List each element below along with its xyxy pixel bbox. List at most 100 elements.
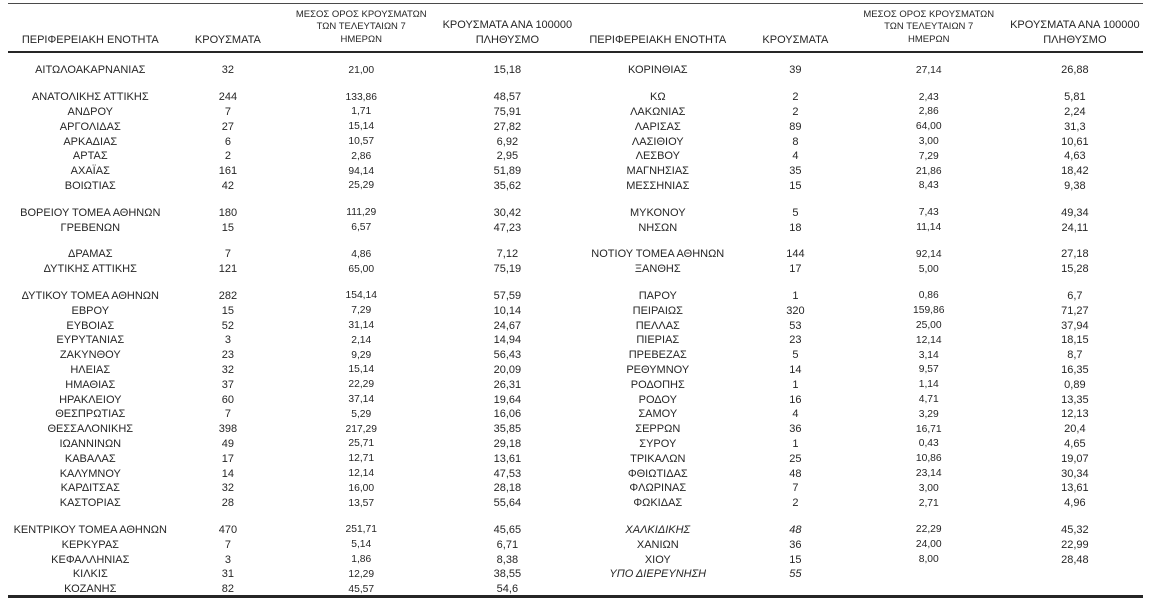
per100k-cell: 13,61 bbox=[493, 452, 522, 465]
region-cell: ΙΩΑΝΝΙΝΩΝ bbox=[59, 437, 122, 450]
table-row: ΥΠΟ ΔΙΕΡΕΥΝΗΣΗ 55 bbox=[576, 567, 1144, 582]
bottom-rule bbox=[8, 595, 1143, 598]
region-cell: ΘΕΣΠΡΩΤΙΑΣ bbox=[55, 408, 126, 421]
per100k-cell: 2,24 bbox=[1064, 105, 1086, 118]
cases-cell: 7 bbox=[224, 248, 231, 261]
per100k-cell: 24,11 bbox=[1061, 221, 1089, 234]
avg7-cell: 2,71 bbox=[918, 497, 939, 509]
cases-cell: 48 bbox=[789, 523, 802, 536]
avg7-cell: 159,86 bbox=[913, 305, 945, 317]
region-cell: ΠΙΕΡΙΑΣ bbox=[636, 334, 680, 347]
avg7-cell: 13,57 bbox=[348, 497, 375, 509]
table-row: ΧΑΝΙΩΝ 36 24,00 22,99 bbox=[576, 537, 1144, 552]
cases-cell: 7 bbox=[792, 482, 799, 495]
cases-cell: 37 bbox=[221, 378, 235, 391]
table-row: ΛΑΡΙΣΑΣ 89 64,00 31,3 bbox=[576, 119, 1144, 134]
per100k-cell: 13,35 bbox=[1061, 393, 1089, 406]
per100k-cell: 38,55 bbox=[493, 568, 522, 581]
avg7-cell: 25,29 bbox=[348, 180, 375, 192]
per100k-cell: 30,42 bbox=[493, 206, 522, 219]
region-cell: ΕΥΡΥΤΑΝΙΑΣ bbox=[56, 334, 125, 347]
cases-cell: 470 bbox=[218, 523, 238, 536]
region-cell: ΡΕΘΥΜΝΟΥ bbox=[626, 363, 690, 376]
avg7-cell: 1,71 bbox=[351, 106, 372, 118]
per100k-cell: 54,6 bbox=[496, 583, 519, 596]
region-cell: ΚΑΣΤΟΡΙΑΣ bbox=[59, 497, 121, 510]
avg7-cell: 5,14 bbox=[351, 539, 372, 551]
table-row: ΠΕΛΛΑΣ 53 25,00 37,94 bbox=[576, 318, 1144, 333]
avg7-cell: 25,00 bbox=[915, 320, 942, 332]
cases-cell: 4 bbox=[792, 150, 799, 163]
table-row: ΚΟΖΑΝΗΣ 82 45,57 54,6 bbox=[8, 582, 576, 597]
avg7-cell: 3,00 bbox=[918, 482, 939, 494]
region-cell: ΑΡΓΟΛΙΔΑΣ bbox=[59, 120, 121, 133]
column-header-per100k: ΚΡΟΥΣΜΑΤΑ ΑΝΑ 100000 ΠΛΗΘΥΣΜΟ bbox=[1010, 19, 1140, 46]
per100k-cell: 9,38 bbox=[1064, 179, 1086, 192]
table-row: ΑΙΤΩΛΟΑΚΑΡΝΑΝΙΑΣ 32 21,00 15,18 bbox=[8, 63, 576, 78]
region-cell: ΧΑΝΙΩΝ bbox=[636, 538, 679, 551]
per100k-cell: 4,96 bbox=[1064, 497, 1086, 510]
cases-cell: 8 bbox=[792, 135, 799, 148]
per100k-cell: 8,38 bbox=[496, 553, 519, 566]
avg7-cell: 6,57 bbox=[351, 222, 372, 234]
avg7-cell: 217,29 bbox=[345, 423, 378, 435]
region-cell: ΑΡΚΑΔΙΑΣ bbox=[63, 135, 118, 148]
table-row: ΔΥΤΙΚΟΥ ΤΟΜΕΑ ΑΘΗΝΩΝ 282 154,14 57,59 bbox=[8, 289, 576, 304]
per100k-cell: 19,07 bbox=[1061, 452, 1089, 465]
table-row: ΔΡΑΜΑΣ 7 4,86 7,12 bbox=[8, 247, 576, 262]
per100k-cell: 37,94 bbox=[1061, 319, 1089, 332]
table-row: ΘΕΣΣΑΛΟΝΙΚΗΣ 398 217,29 35,85 bbox=[8, 422, 576, 437]
cases-cell: 7 bbox=[224, 408, 231, 421]
cases-cell: 55 bbox=[789, 568, 802, 581]
cases-cell: 398 bbox=[218, 423, 238, 436]
region-cell: ΑΝΔΡΟΥ bbox=[67, 105, 114, 118]
per100k-cell: 18,42 bbox=[1061, 165, 1089, 178]
region-cell: ΚΕΡΚΥΡΑΣ bbox=[61, 538, 119, 551]
per100k-cell: 12,13 bbox=[1061, 408, 1089, 421]
cases-cell: 48 bbox=[789, 467, 802, 480]
table-row: ΕΥΡΥΤΑΝΙΑΣ 3 2,14 14,94 bbox=[8, 333, 576, 348]
cases-cell: 32 bbox=[221, 482, 235, 495]
region-cell: ΗΛΕΙΑΣ bbox=[70, 363, 111, 376]
region-cell: ΖΑΚΥΝΘΟΥ bbox=[59, 349, 121, 362]
top-rule bbox=[8, 3, 1143, 4]
table-row: ΧΙΟΥ 15 8,00 28,48 bbox=[576, 552, 1144, 567]
table-row: ΡΕΘΥΜΝΟΥ 14 9,57 16,35 bbox=[576, 363, 1144, 378]
per100k-cell: 35,85 bbox=[493, 423, 522, 436]
per100k-cell: 10,61 bbox=[1061, 135, 1089, 148]
region-cell: ΛΑΚΩΝΙΑΣ bbox=[630, 105, 686, 118]
per100k-cell: 13,61 bbox=[1061, 482, 1089, 495]
table-row: ΚΙΛΚΙΣ 31 12,29 38,55 bbox=[8, 567, 576, 582]
avg7-cell: 12,29 bbox=[348, 568, 375, 580]
cases-cell: 5 bbox=[792, 206, 799, 219]
region-cell: ΤΡΙΚΑΛΩΝ bbox=[630, 452, 686, 465]
cases-cell: 42 bbox=[221, 179, 235, 192]
per100k-cell: 28,48 bbox=[1061, 553, 1089, 566]
avg7-cell: 31,14 bbox=[348, 320, 375, 332]
region-cell: ΚΑΡΔΙΤΣΑΣ bbox=[60, 482, 120, 495]
per100k-cell: 55,64 bbox=[493, 497, 522, 510]
avg7-cell: 21,00 bbox=[348, 64, 375, 76]
cases-cell: 244 bbox=[218, 91, 238, 104]
table-row: ΘΕΣΠΡΩΤΙΑΣ 7 5,29 16,06 bbox=[8, 407, 576, 422]
avg7-cell: 21,86 bbox=[915, 165, 942, 177]
avg7-cell: 16,00 bbox=[348, 482, 375, 494]
per100k-cell: 20,09 bbox=[493, 363, 522, 376]
table-row: ΑΝΑΤΟΛΙΚΗΣ ΑΤΤΙΚΗΣ 244 133,86 48,57 bbox=[8, 90, 576, 105]
table-row: ΦΘΙΩΤΙΔΑΣ 48 23,14 30,34 bbox=[576, 466, 1144, 481]
table-row: ΛΑΚΩΝΙΑΣ 2 2,86 2,24 bbox=[576, 105, 1144, 120]
cases-cell: 31 bbox=[221, 568, 235, 581]
cases-cell: 23 bbox=[221, 349, 235, 362]
per100k-cell: 56,43 bbox=[493, 349, 522, 362]
per100k-cell: 27,18 bbox=[1061, 248, 1089, 261]
cases-cell: 282 bbox=[218, 289, 238, 302]
per100k-cell: 10,14 bbox=[493, 304, 522, 317]
cases-cell: 2 bbox=[792, 105, 799, 118]
column-header-avg7: ΜΕΣΟΣ ΟΡΟΣ ΚΡΟΥΣΜΑΤΩΝ ΤΩΝ ΤΕΛΕΥΤΑΙΩΝ 7 Η… bbox=[295, 8, 427, 46]
table-row: ΚΟΡΙΝΘΙΑΣ 39 27,14 26,88 bbox=[576, 63, 1144, 78]
region-cell: ΦΘΙΩΤΙΔΑΣ bbox=[627, 467, 688, 480]
avg7-cell: 8,43 bbox=[918, 180, 939, 192]
table-row: ΜΕΣΣΗΝΙΑΣ 15 8,43 9,38 bbox=[576, 179, 1144, 194]
region-cell: ΚΑΒΑΛΑΣ bbox=[64, 452, 116, 465]
cases-cell: 4 bbox=[792, 408, 799, 421]
